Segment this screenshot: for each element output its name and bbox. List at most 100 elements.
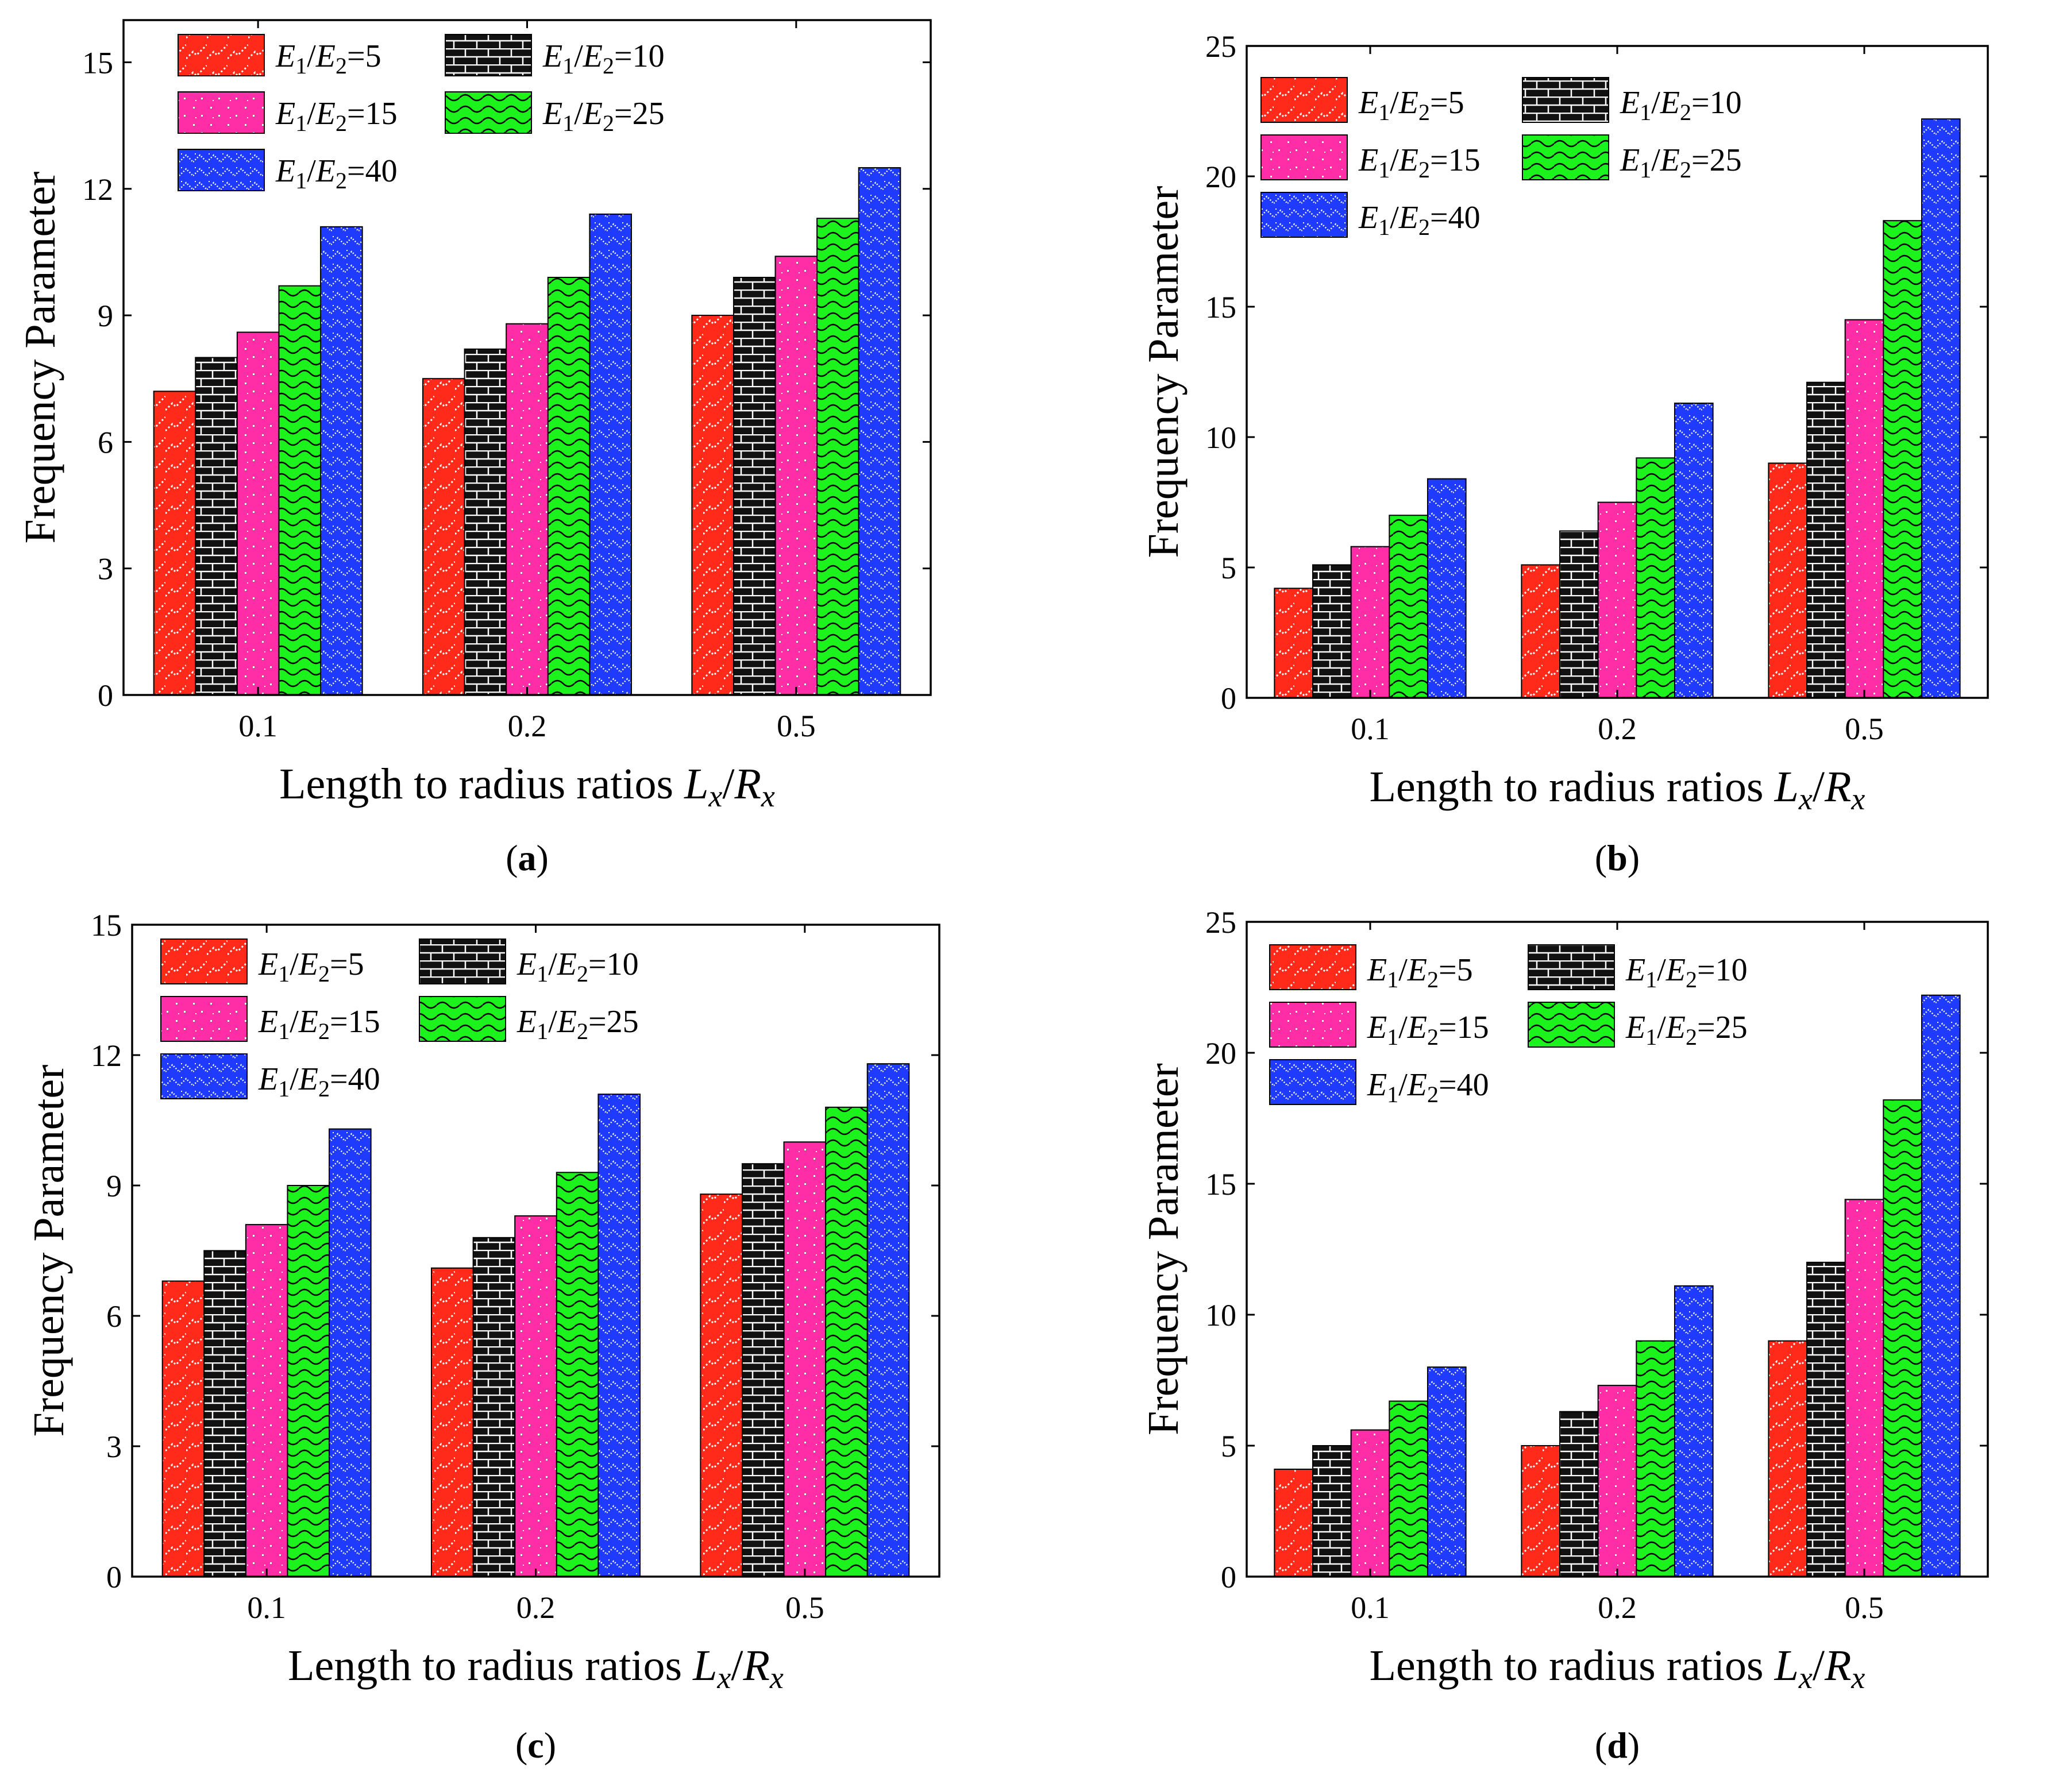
bar-0.2-ratio-15 (1597, 1385, 1637, 1577)
bar-0.1-ratio-25 (1389, 515, 1428, 698)
bar-0.2-ratio-5 (1521, 564, 1561, 699)
legend-swatch-10 (445, 34, 532, 76)
x-tick-label: 0.5 (1845, 712, 1884, 746)
bar-0.5-ratio-40 (866, 1063, 910, 1577)
bar-0.1-ratio-40 (1427, 478, 1467, 698)
bar-0.1-ratio-5 (1274, 588, 1314, 698)
y-tick-label: 10 (1205, 420, 1236, 455)
y-tick-label: 25 (1205, 905, 1236, 940)
legend-label-0: E1/E2=5 (258, 947, 364, 987)
x-tick-label: 0.2 (1598, 1590, 1637, 1625)
x-axis: 0.1 0.2 0.5 (1351, 46, 1884, 746)
x-axis-label: Length to radius ratios Lx/Rx (288, 1642, 784, 1695)
legend: E1/E2=5 E1/E2=10 E1/E2=15 E1/E2=25 E1/E2=40 (160, 939, 639, 1102)
bar-0.1-ratio-40 (320, 226, 363, 696)
x-tick-label: 0.1 (247, 1590, 286, 1625)
bar-0.5-ratio-15 (1844, 319, 1884, 698)
y-tick-label: 20 (1205, 1036, 1236, 1071)
y-tick-label: 0 (1221, 1560, 1236, 1594)
y-tick-label: 6 (98, 425, 113, 459)
y-tick-label: 5 (1221, 1429, 1236, 1463)
bar-0.2-ratio-10 (472, 1237, 516, 1577)
legend-label-0: E1/E2=5 (1358, 85, 1464, 125)
legend-label-2: E1/E2=15 (1367, 1010, 1489, 1050)
chart-c: 0 3 6 9 12 15 0.1 0.2 0.5 Frequency Parameter Leng… (25, 908, 940, 1766)
y-axis-label: Frequency Parameter (1139, 186, 1188, 558)
bar-0.1-ratio-25 (1389, 1400, 1428, 1577)
legend-label-3: E1/E2=25 (516, 1004, 639, 1044)
bar-0.5-ratio-10 (741, 1163, 785, 1577)
bar-0.2-ratio-40 (1674, 1285, 1714, 1578)
legend-swatch-15 (1269, 1002, 1356, 1048)
bar-0.1-ratio-10 (203, 1250, 246, 1577)
panel-caption: (d) (1595, 1725, 1640, 1766)
y-tick-label: 15 (82, 45, 113, 80)
x-axis: 0.1 0.2 0.5 (247, 925, 824, 1625)
bar-0.5-ratio-5 (691, 315, 734, 696)
legend-swatch-15 (1260, 134, 1348, 180)
bar-0.2-ratio-15 (506, 323, 549, 696)
bar-0.5-ratio-40 (1921, 994, 1961, 1577)
y-tick-label: 25 (1205, 29, 1236, 64)
y-axis-label: Frequency Parameter (1139, 1063, 1188, 1435)
x-axis-label: Length to radius ratios Lx/Rx (1370, 763, 1865, 816)
y-axis-label: Frequency Parameter (16, 172, 64, 544)
x-tick-label: 0.5 (785, 1590, 824, 1625)
bar-0.1-ratio-10 (1312, 1445, 1352, 1577)
bars (1274, 994, 1961, 1578)
bar-0.2-ratio-25 (556, 1172, 599, 1577)
bar-0.2-ratio-5 (422, 378, 465, 696)
bar-0.1-ratio-10 (195, 357, 238, 696)
legend-swatch-15 (178, 91, 265, 134)
legend: E1/E2=5 E1/E2=10 E1/E2=15 E1/E2=25 E1/E2=40 (1269, 944, 1748, 1107)
legend-label-0: E1/E2=5 (1367, 952, 1473, 992)
bar-0.5-ratio-5 (1768, 1340, 1808, 1577)
legend-swatch-25 (419, 996, 506, 1042)
legend-label-2: E1/E2=15 (1358, 142, 1481, 183)
panel-caption: (a) (506, 837, 549, 878)
y-axis: 0 5 10 15 20 25 (1205, 905, 1988, 1594)
legend-swatch-5 (1269, 944, 1356, 990)
legend-swatch-40 (1269, 1059, 1356, 1105)
x-tick-label: 0.1 (238, 709, 277, 743)
y-tick-label: 15 (91, 908, 122, 943)
x-tick-label: 0.2 (1598, 712, 1637, 746)
x-tick-label: 0.2 (516, 1590, 556, 1625)
y-tick-label: 0 (106, 1560, 122, 1594)
y-tick-label: 12 (82, 172, 113, 207)
bar-0.1-ratio-10 (1312, 564, 1352, 699)
x-axis: 0.1 0.2 0.5 (238, 20, 816, 743)
bar-0.5-ratio-15 (1844, 1199, 1884, 1577)
panel-d: 0 5 10 15 20 25 0.1 0.2 0.5 Frequency Parameter Le… (1026, 896, 2051, 1792)
y-tick-label: 15 (1205, 1167, 1236, 1202)
bar-0.2-ratio-25 (1636, 1340, 1675, 1577)
bar-0.2-ratio-5 (431, 1267, 474, 1577)
bar-0.2-ratio-40 (1674, 402, 1714, 698)
legend-swatch-10 (1528, 944, 1615, 990)
legend-label-3: E1/E2=25 (1620, 142, 1742, 183)
bar-0.1-ratio-15 (1350, 546, 1390, 698)
bar-0.1-ratio-25 (278, 285, 322, 696)
y-tick-label: 9 (106, 1169, 122, 1203)
legend-label-2: E1/E2=15 (275, 96, 398, 136)
bar-0.5-ratio-10 (1806, 1261, 1846, 1577)
panel-caption: (b) (1595, 837, 1640, 878)
legend-swatch-10 (419, 939, 506, 984)
bar-0.2-ratio-15 (1597, 501, 1637, 698)
bar-0.2-ratio-5 (1521, 1445, 1561, 1577)
y-axis-label: Frequency Parameter (25, 1065, 73, 1437)
bars (153, 167, 901, 696)
y-tick-label: 10 (1205, 1298, 1236, 1333)
legend-swatch-5 (1260, 77, 1348, 123)
legend-swatch-40 (178, 149, 265, 191)
bar-0.1-ratio-5 (153, 391, 196, 696)
y-tick-label: 3 (106, 1430, 122, 1464)
chart-b: 0 5 10 15 20 25 0.1 0.2 0.5 Frequency Parameter Le… (1139, 29, 1989, 878)
legend: E1/E2=5 E1/E2=10 E1/E2=15 E1/E2=25 E1/E2=40 (178, 34, 665, 194)
bar-0.5-ratio-15 (774, 256, 818, 696)
bar-0.1-ratio-15 (236, 331, 280, 696)
bars (161, 1063, 910, 1578)
chart-d: 0 5 10 15 20 25 0.1 0.2 0.5 Frequency Parameter Le… (1139, 905, 1989, 1766)
x-tick-label: 0.2 (508, 709, 547, 743)
